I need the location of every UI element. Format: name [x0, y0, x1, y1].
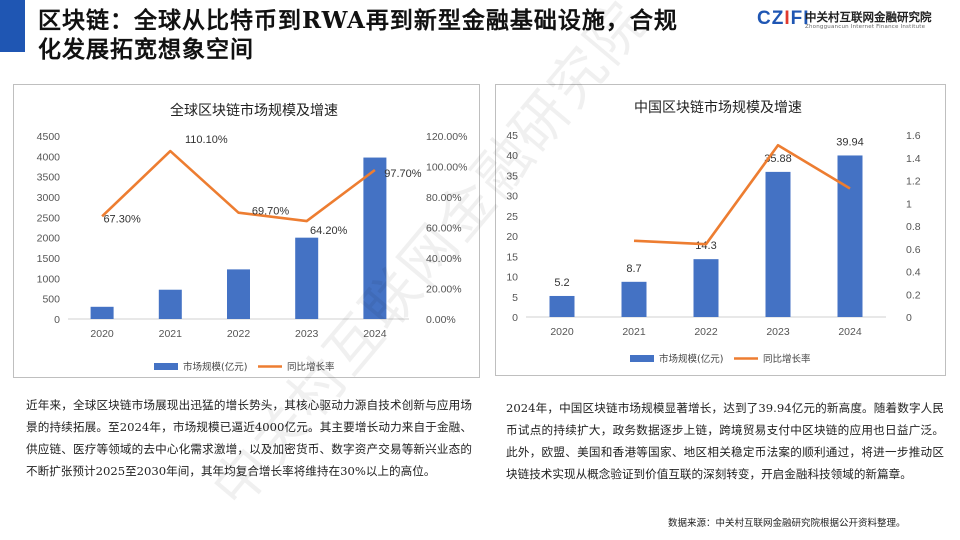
y-left-tick-label: 4500 — [37, 131, 61, 143]
bar-2022 — [227, 269, 250, 319]
y-right-tick-label: 40.00% — [426, 253, 462, 265]
institute-logo: CZIFI 中关村互联网金融研究院 Zhongguancun Internet … — [757, 8, 953, 38]
legend-bar-label: 市场规模(亿元) — [183, 361, 247, 373]
x-tick-label: 2023 — [766, 326, 790, 338]
china-market-paragraph: 2024年，中国区块链市场规模显著增长，达到了39.94亿元的新高度。随着数字人… — [506, 401, 944, 481]
x-tick-label: 2020 — [550, 326, 574, 338]
legend-bar-swatch — [630, 355, 654, 362]
y-right-tick-label: 0.00% — [426, 314, 456, 326]
y-left-tick-label: 3000 — [37, 192, 61, 204]
legend-bar-swatch — [154, 363, 178, 370]
line-data-label: 67.30% — [103, 213, 141, 225]
y-right-tick-label: 1.2 — [906, 176, 921, 188]
global-chart-panel: 全球区块链市场规模及增速 0 500 1000 1500 2000 2500 3000 3500… — [13, 84, 480, 378]
bar-data-label: 8.7 — [626, 263, 641, 275]
y-right-tick-label: 120.00% — [426, 131, 467, 143]
y-right-tick-label: 0.4 — [906, 267, 921, 279]
global-blockchain-chart: 全球区块链市场规模及增速 0 500 1000 1500 2000 2500 3000 3500… — [37, 102, 468, 373]
legend-line-label: 同比增长率 — [287, 361, 335, 373]
growth-rate-line — [633, 143, 851, 246]
line-data-label: 64.20% — [310, 225, 348, 237]
line-data-label: 69.70% — [252, 206, 290, 218]
bar-data-label: 5.2 — [554, 277, 569, 289]
y-right-tick-label: 1 — [906, 198, 912, 210]
line-data-label: 97.70% — [384, 168, 422, 180]
y-left-tick-label: 500 — [42, 294, 60, 306]
bar-2021 — [158, 289, 182, 319]
bar-2024 — [837, 155, 863, 317]
y-right-tick-label: 0.8 — [906, 221, 921, 233]
bar-2023 — [295, 237, 319, 319]
x-tick-label: 2022 — [227, 328, 251, 340]
y-right-tick-label: 1.6 — [906, 130, 921, 142]
y-left-tick-label: 0 — [512, 312, 518, 324]
y-left-tick-label: 4000 — [37, 151, 61, 163]
y-left-tick-label: 1500 — [37, 253, 61, 265]
chart-title: 中国区块链市场规模及增速 — [634, 99, 802, 116]
y-right-tick-label: 80.00% — [426, 192, 462, 204]
line-data-label: 110.10% — [185, 134, 228, 146]
x-tick-label: 2021 — [159, 328, 183, 340]
bar-2024 — [363, 157, 387, 319]
logo-english-name: Zhongguancun Internet Finance Institute — [805, 24, 926, 30]
y-right-tick-label: 60.00% — [426, 223, 462, 235]
data-source-note: 数据来源：中关村互联网金融研究院根据公开资料整理。 — [668, 518, 906, 529]
global-market-paragraph: 近年来，全球区块链市场展现出迅猛的增长势头，其核心驱动力源自技术创新与应用场景的… — [26, 398, 472, 478]
x-tick-label: 2022 — [694, 326, 718, 338]
y-left-tick-label: 2500 — [37, 212, 61, 224]
legend-line-label: 同比增长率 — [763, 353, 811, 365]
x-tick-label: 2023 — [295, 328, 319, 340]
bar-2021 — [621, 281, 647, 317]
page-title: 区块链：全球从比特币到RWA再到新型金融基础设施，合规化发展拓宽想象空间 — [38, 7, 678, 63]
y-left-tick-label: 0 — [54, 314, 60, 326]
x-tick-label: 2021 — [622, 326, 646, 338]
y-left-tick-label: 20 — [506, 231, 518, 243]
bar-data-label: 14.3 — [695, 240, 716, 252]
logo-mark: CZIFI — [757, 8, 810, 29]
bar-2020 — [90, 306, 114, 319]
y-left-tick-label: 10 — [506, 272, 518, 284]
y-left-tick-label: 40 — [506, 150, 518, 162]
bar-2022 — [693, 259, 719, 317]
china-blockchain-chart: 中国区块链市场规模及增速 0 5 10 15 20 25 30 35 40 45 0 0.2 0.4 0.6… — [506, 99, 921, 365]
china-chart-panel: 中国区块链市场规模及增速 0 5 10 15 20 25 30 35 40 45 0 0.2 0.4 0.6… — [495, 84, 946, 376]
y-left-tick-label: 30 — [506, 191, 518, 203]
y-left-tick-label: 3500 — [37, 172, 61, 184]
y-left-tick-label: 45 — [506, 130, 518, 142]
y-left-tick-label: 15 — [506, 251, 518, 263]
y-right-tick-label: 0.2 — [906, 289, 921, 301]
y-left-tick-label: 25 — [506, 211, 518, 223]
y-right-tick-label: 1.4 — [906, 153, 921, 165]
x-tick-label: 2024 — [363, 328, 387, 340]
x-tick-label: 2020 — [90, 328, 114, 340]
x-tick-label: 2024 — [838, 326, 862, 338]
y-right-tick-label: 100.00% — [426, 162, 467, 174]
title-accent-bar — [0, 0, 25, 52]
y-left-tick-label: 35 — [506, 170, 518, 182]
y-left-tick-label: 2000 — [37, 233, 61, 245]
logo-chinese-name: 中关村互联网金融研究院 — [805, 10, 932, 24]
growth-rate-line — [101, 149, 376, 223]
y-right-tick-label: 20.00% — [426, 284, 462, 296]
y-left-tick-label: 1000 — [37, 273, 61, 285]
y-left-tick-label: 5 — [512, 292, 518, 304]
chart-title: 全球区块链市场规模及增速 — [170, 102, 338, 119]
bar-data-label: 39.94 — [836, 136, 864, 148]
y-right-tick-label: 0 — [906, 312, 912, 324]
bar-2020 — [549, 295, 575, 317]
legend-bar-label: 市场规模(亿元) — [659, 353, 723, 365]
y-right-tick-label: 0.6 — [906, 244, 921, 256]
bar-2023 — [765, 171, 791, 317]
